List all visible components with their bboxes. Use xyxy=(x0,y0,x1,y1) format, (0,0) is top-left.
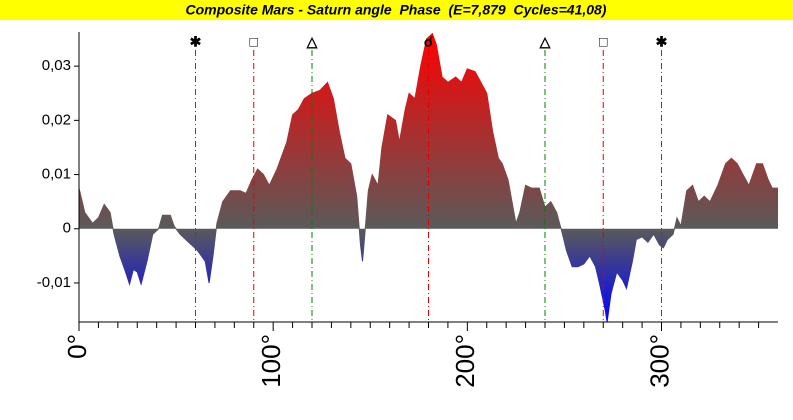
aspect-symbol: △ xyxy=(539,34,552,50)
x-tick-label: 300° xyxy=(644,334,674,388)
y-tick-label: 0,02 xyxy=(42,111,71,128)
aspect-symbol: △ xyxy=(306,34,319,50)
aspect-symbol: ☌ xyxy=(424,34,433,50)
aspect-symbol: ✱ xyxy=(190,34,202,50)
area-outline xyxy=(78,32,778,323)
y-tick-label: 0 xyxy=(63,220,71,237)
y-tick-label: -0,01 xyxy=(37,274,71,291)
x-tick-label: 0° xyxy=(62,334,92,359)
y-tick-label: 0,03 xyxy=(42,57,71,74)
aspect-symbol: ✱ xyxy=(656,34,668,50)
title-bar xyxy=(0,0,793,20)
x-tick-label: 100° xyxy=(256,334,286,388)
y-tick-label: 0,01 xyxy=(42,166,71,183)
x-tick-label: 200° xyxy=(450,334,480,388)
chart-title: Composite Mars - Saturn angle Phase (E=7… xyxy=(186,2,607,18)
aspect-symbol: □ xyxy=(599,34,608,50)
aspect-symbol: □ xyxy=(250,34,259,50)
